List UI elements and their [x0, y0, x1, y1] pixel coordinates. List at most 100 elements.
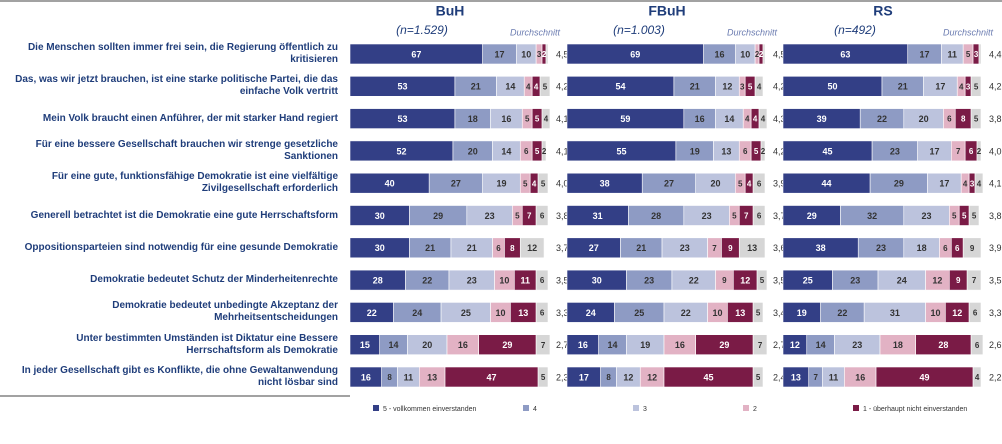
average-label: 3,8: [556, 211, 569, 221]
segment-label: 5: [756, 373, 761, 382]
segment-label: 31: [890, 308, 900, 318]
segment-label: 15: [360, 340, 370, 350]
segment-label: 5: [966, 50, 971, 59]
average-label: 2,2: [989, 372, 1002, 382]
segment-label: 3: [966, 82, 971, 91]
average-label: 3,5: [556, 275, 569, 285]
segment-label: 3: [740, 82, 745, 91]
segment-label: 10: [521, 49, 531, 59]
bar-segment: [756, 269, 768, 291]
segment-label: 11: [404, 372, 414, 382]
segment-label: 13: [518, 308, 528, 318]
average-label: 3,3: [556, 308, 569, 318]
bar-segment: [752, 172, 766, 194]
segment-label: 6: [757, 212, 762, 221]
segment-label: 7: [541, 341, 546, 350]
bar-segment: [968, 205, 980, 226]
segment-label: 38: [600, 179, 610, 189]
segment-label: 20: [710, 179, 720, 189]
segment-label: 6: [947, 115, 952, 124]
bar-segment: [535, 302, 549, 323]
segment-label: 6: [969, 147, 974, 156]
bar-segment: [541, 108, 551, 129]
segment-label: 13: [747, 243, 757, 253]
segment-label: 32: [867, 211, 877, 221]
segment-label: 31: [593, 211, 603, 221]
segment-label: 4: [753, 115, 758, 124]
bar-segment: [535, 269, 549, 291]
segment-label: 21: [471, 82, 481, 92]
segment-label: 21: [690, 82, 700, 92]
average-label: 4,0: [556, 179, 569, 189]
segment-label: 40: [385, 179, 395, 189]
legend-label: 3: [643, 406, 647, 413]
segment-label: 18: [893, 340, 903, 350]
bar-segment: [752, 334, 768, 356]
average-label: 3,9: [989, 243, 1002, 253]
segment-label: 5: [754, 147, 759, 156]
average-label: 4,1: [556, 146, 569, 156]
bar-segment: [537, 366, 549, 388]
segment-label: 59: [620, 114, 630, 124]
panel-title: RS: [873, 3, 892, 19]
segment-label: 5: [974, 82, 979, 91]
segment-label: 16: [714, 49, 724, 59]
average-label: 4,0: [989, 146, 1002, 156]
average-label: 4,5: [773, 49, 786, 59]
segment-label: 22: [367, 308, 377, 318]
segment-label: 5: [748, 82, 753, 91]
segment-label: 19: [797, 308, 807, 318]
segment-label: 27: [451, 179, 461, 189]
bar-segment: [752, 366, 764, 388]
average-label: 2,7: [773, 340, 786, 350]
segment-label: 16: [695, 114, 705, 124]
segment-label: 6: [540, 309, 545, 318]
average-label: 2,3: [556, 372, 569, 382]
segment-label: 24: [586, 308, 596, 318]
segment-label: 2: [977, 147, 982, 156]
segment-label: 13: [791, 372, 801, 382]
segment-label: 5: [543, 82, 548, 91]
average-label: 3,9: [773, 179, 786, 189]
segment-label: 11: [829, 372, 839, 382]
category-label: Oppositionsparteien sind notwendig für e…: [24, 241, 338, 253]
segment-label: 4: [534, 82, 539, 91]
segment-label: 30: [375, 211, 385, 221]
segment-label: 23: [852, 340, 862, 350]
legend-label: 5 - vollkommen einverstanden: [383, 406, 476, 413]
bar-segment: [754, 76, 764, 97]
segment-label: 38: [816, 243, 826, 253]
segment-label: 5: [756, 309, 761, 318]
average-label: 3,3: [989, 308, 1002, 318]
segment-label: 4: [532, 179, 537, 188]
segment-label: 23: [922, 211, 932, 221]
panel-title: BuH: [436, 3, 465, 19]
segment-label: 5: [535, 147, 540, 156]
segment-label: 45: [704, 372, 714, 382]
segment-label: 39: [817, 114, 827, 124]
segment-label: 69: [630, 49, 640, 59]
average-label: 3,6: [773, 243, 786, 253]
segment-label: 10: [499, 275, 509, 285]
segment-label: 12: [527, 243, 537, 253]
segment-label: 13: [721, 146, 731, 156]
average-title: Durchschnitt: [510, 27, 561, 37]
segment-label: 17: [929, 146, 939, 156]
average-label: 4,2: [556, 82, 569, 92]
segment-label: 16: [855, 372, 865, 382]
segment-label: 47: [487, 372, 497, 382]
segment-label: 12: [740, 275, 750, 285]
segment-label: 6: [973, 309, 978, 318]
segment-label: 13: [427, 372, 437, 382]
segment-label: 20: [919, 114, 929, 124]
segment-label: 14: [816, 340, 826, 350]
segment-label: 7: [758, 341, 763, 350]
segment-label: 49: [920, 372, 930, 382]
segment-label: 18: [468, 114, 478, 124]
segment-label: 27: [589, 243, 599, 253]
segment-label: 7: [744, 212, 749, 221]
segment-label: 5: [525, 115, 530, 124]
segment-label: 14: [389, 340, 399, 350]
segment-label: 4: [977, 179, 982, 188]
